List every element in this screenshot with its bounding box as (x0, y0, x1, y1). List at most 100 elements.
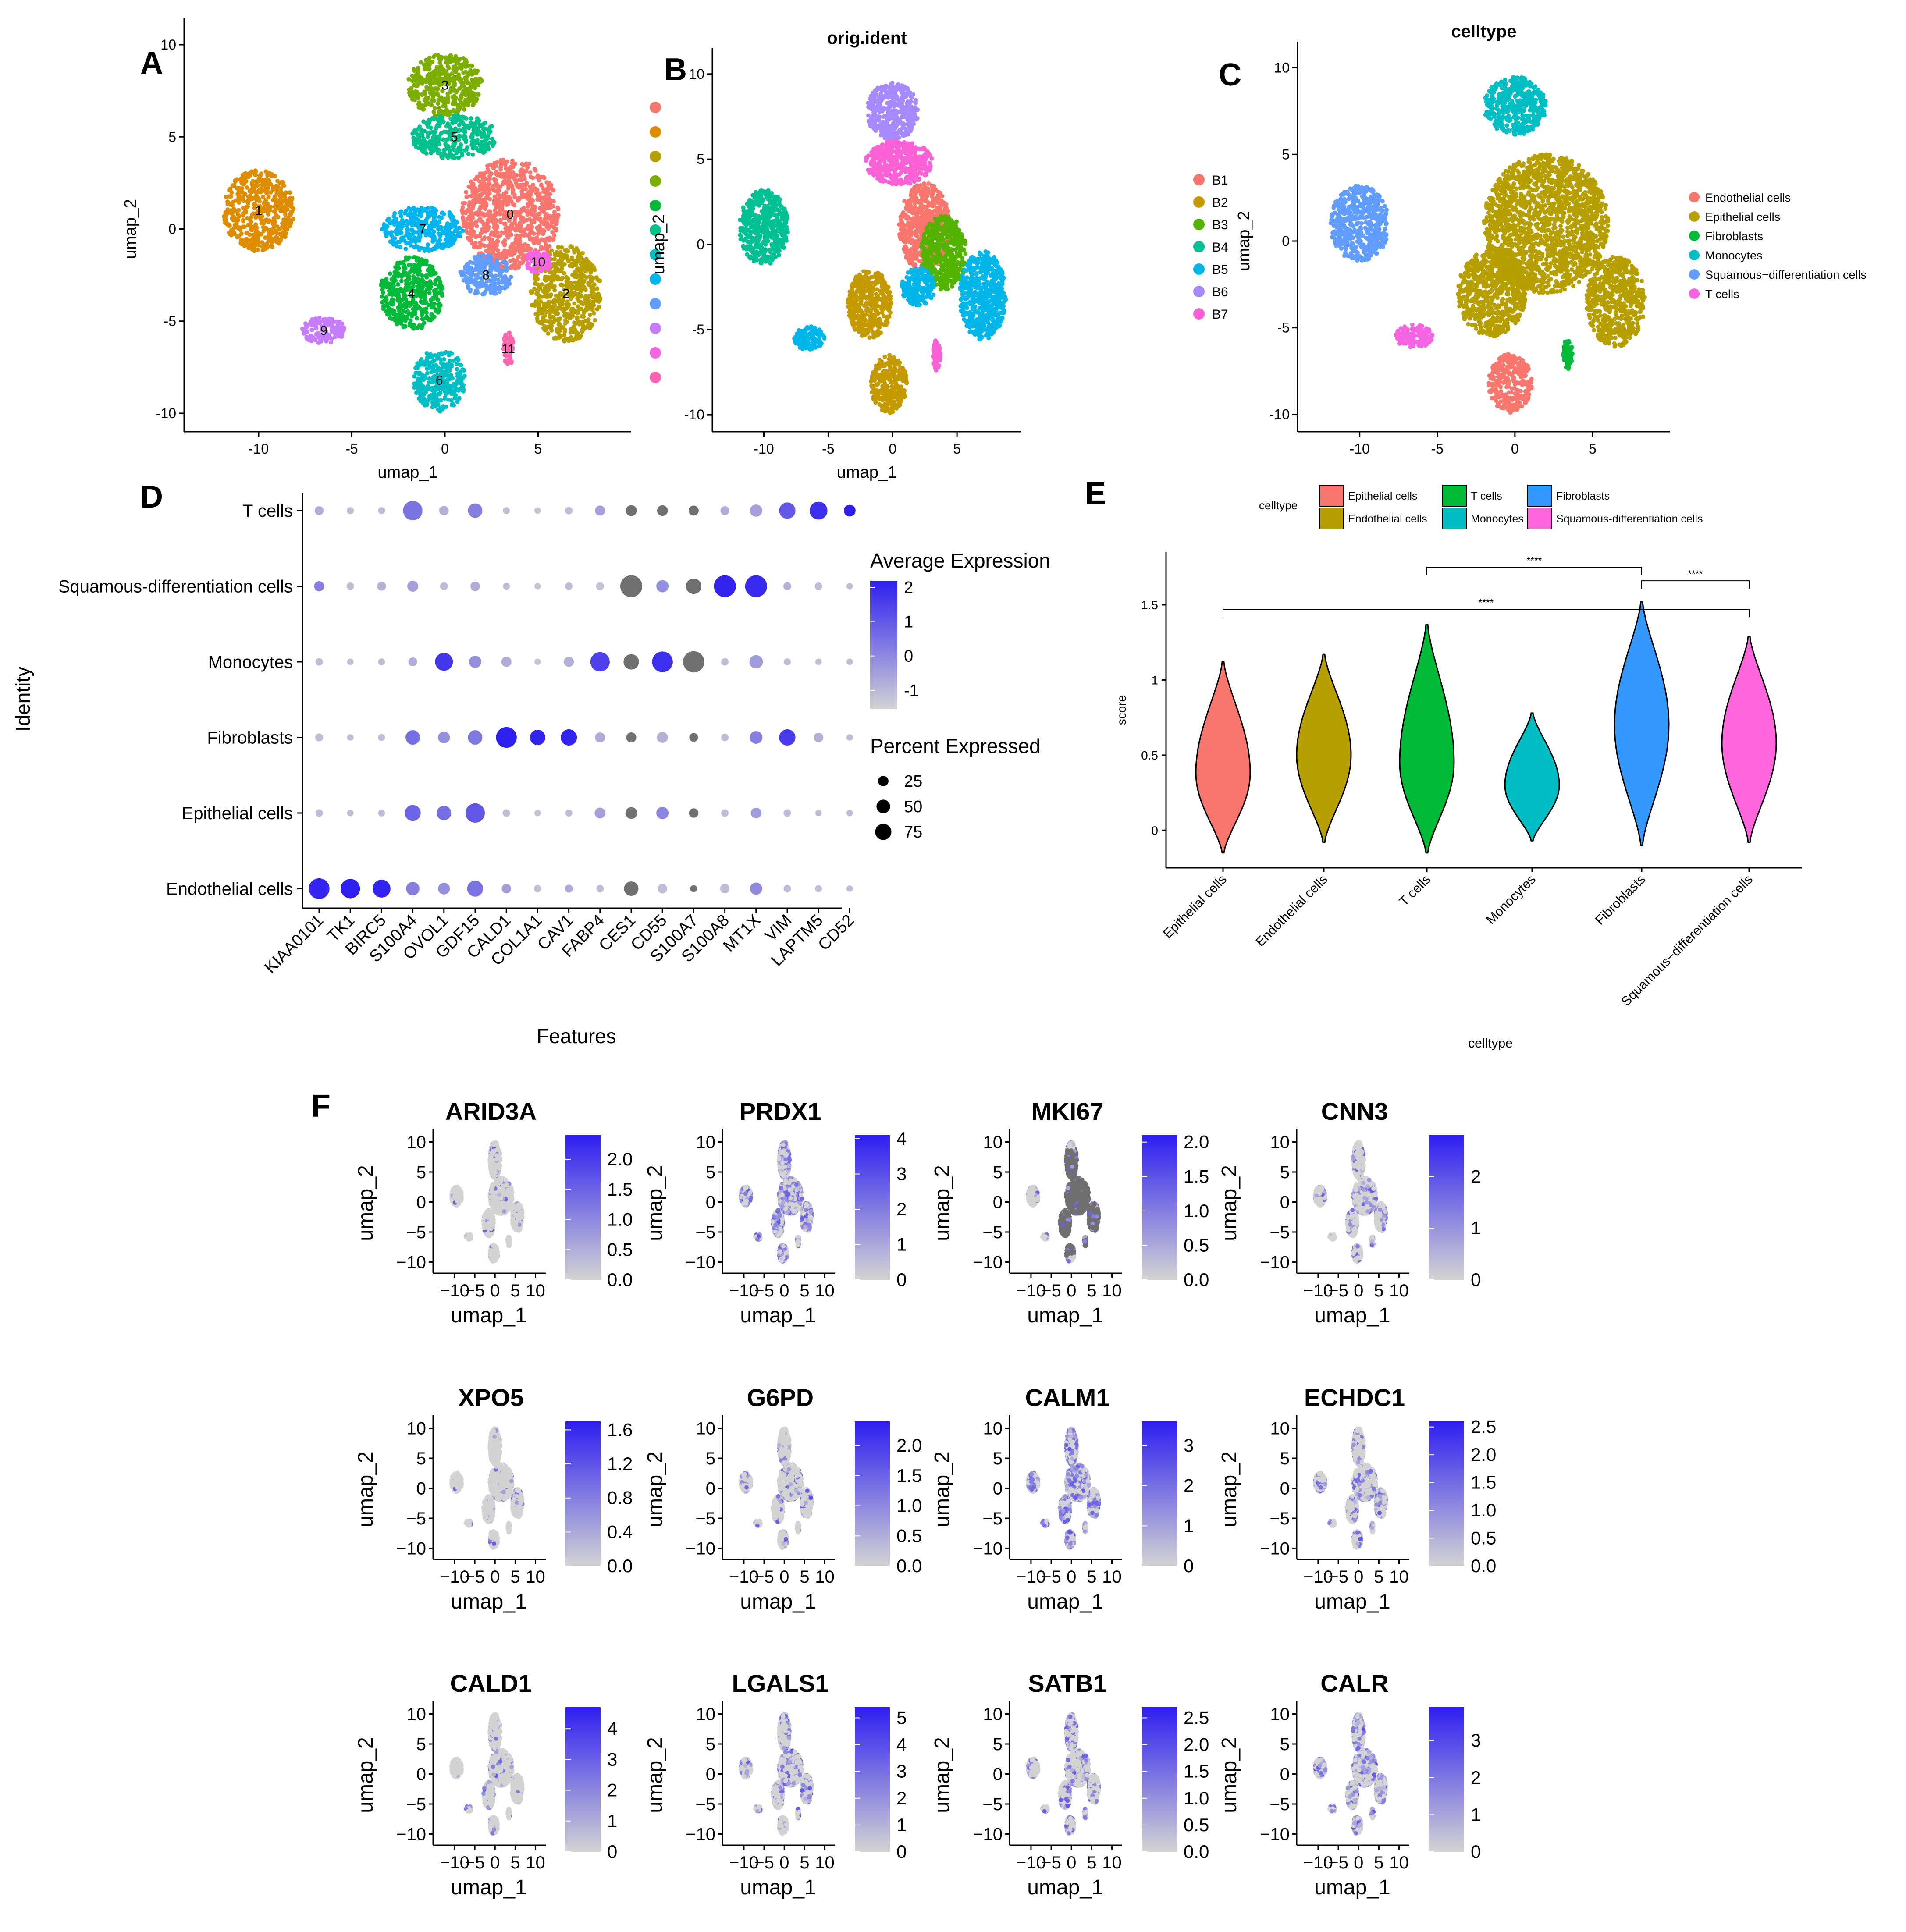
umap-point (556, 207, 561, 211)
umap-point (468, 225, 473, 230)
umap-point (497, 193, 501, 198)
umap-point (502, 199, 506, 203)
umap-point (537, 224, 542, 228)
umap-point (544, 237, 549, 241)
umap-point (494, 218, 498, 223)
umap-point (492, 233, 497, 237)
umap-point (496, 201, 501, 206)
umap-point (541, 229, 546, 233)
umap-point (529, 175, 533, 179)
umap-point (501, 192, 506, 196)
umap-point (487, 236, 491, 240)
umap-point (541, 175, 545, 179)
umap-point (498, 167, 503, 172)
umap-point (509, 245, 513, 250)
umap-point (475, 245, 480, 249)
umap-point (522, 228, 526, 232)
umap-point (496, 239, 500, 244)
umap-point (261, 195, 265, 199)
umap-point (494, 211, 498, 216)
umap-point (487, 174, 492, 178)
umap-point (466, 208, 470, 212)
umap-point (541, 205, 546, 209)
umap-point (461, 215, 465, 220)
umap-point (467, 203, 471, 207)
umap-point (462, 201, 467, 205)
umap-point (508, 253, 512, 257)
umap-point (492, 199, 497, 203)
umap-point (521, 216, 525, 220)
umap-point (507, 177, 511, 181)
umap-point (547, 187, 551, 191)
umap-point (487, 178, 491, 182)
umap-point (486, 188, 491, 192)
umap-point (525, 218, 529, 222)
umap-point (496, 197, 501, 201)
umap-point (520, 192, 525, 197)
umap-point (522, 163, 526, 167)
umap-point (520, 173, 525, 178)
umap-points (222, 53, 603, 414)
umap-point (463, 220, 468, 224)
umap-point (548, 192, 552, 196)
umap-point (552, 210, 557, 214)
umap-point (495, 189, 500, 193)
umap-point (516, 240, 520, 245)
umap-point (495, 243, 499, 247)
umap-point (507, 180, 511, 185)
umap-point (528, 199, 532, 204)
umap-point (482, 222, 486, 227)
umap-point (526, 209, 530, 213)
umap-point (471, 201, 475, 206)
umap-point (491, 166, 496, 170)
umap-point (539, 245, 544, 249)
umap-point (488, 217, 492, 221)
umap-point (532, 213, 536, 218)
umap-point (532, 218, 536, 222)
umap-point (479, 211, 484, 215)
umap-point (532, 237, 536, 241)
umap-point (506, 235, 510, 240)
umap-point (471, 189, 475, 194)
umap-point (478, 217, 483, 221)
umap-point (478, 234, 482, 238)
umap-point (552, 233, 556, 238)
umap-point (502, 222, 507, 226)
umap-point (512, 177, 517, 181)
umap-point (517, 185, 522, 190)
umap-point (501, 240, 506, 244)
umap-point (482, 238, 486, 242)
umap-point (533, 205, 537, 209)
umap-point (532, 231, 536, 236)
umap-point (496, 248, 500, 252)
umap-point (544, 190, 548, 195)
umap-point (486, 224, 491, 229)
umap-point (464, 190, 468, 194)
umap-point (490, 248, 494, 252)
umap-point (520, 207, 524, 212)
umap-point (555, 222, 559, 226)
umap-point (517, 178, 521, 182)
umap-point (526, 233, 530, 238)
umap-point (476, 194, 480, 199)
umap-point (516, 249, 520, 253)
umap-point (521, 232, 525, 236)
umap-point (550, 220, 554, 224)
umap-point (546, 217, 550, 221)
umap-point (486, 167, 490, 171)
umap-point (521, 246, 526, 250)
umap-point (528, 170, 532, 175)
umap-point (481, 186, 486, 190)
umap-point (542, 195, 546, 200)
umap-point (527, 162, 531, 166)
umap-point (502, 160, 506, 165)
umap-point (526, 193, 530, 198)
umap-point (502, 216, 506, 220)
umap-point (547, 201, 551, 205)
figure-canvas: 01234567891011-10-50510-10 -5 0 5umap_1umap… (0, 0, 1906, 1932)
umap-point (494, 205, 499, 209)
umap-point (516, 265, 521, 270)
umap-point (487, 209, 491, 213)
umap-point (526, 224, 530, 228)
umap-point (469, 213, 473, 217)
